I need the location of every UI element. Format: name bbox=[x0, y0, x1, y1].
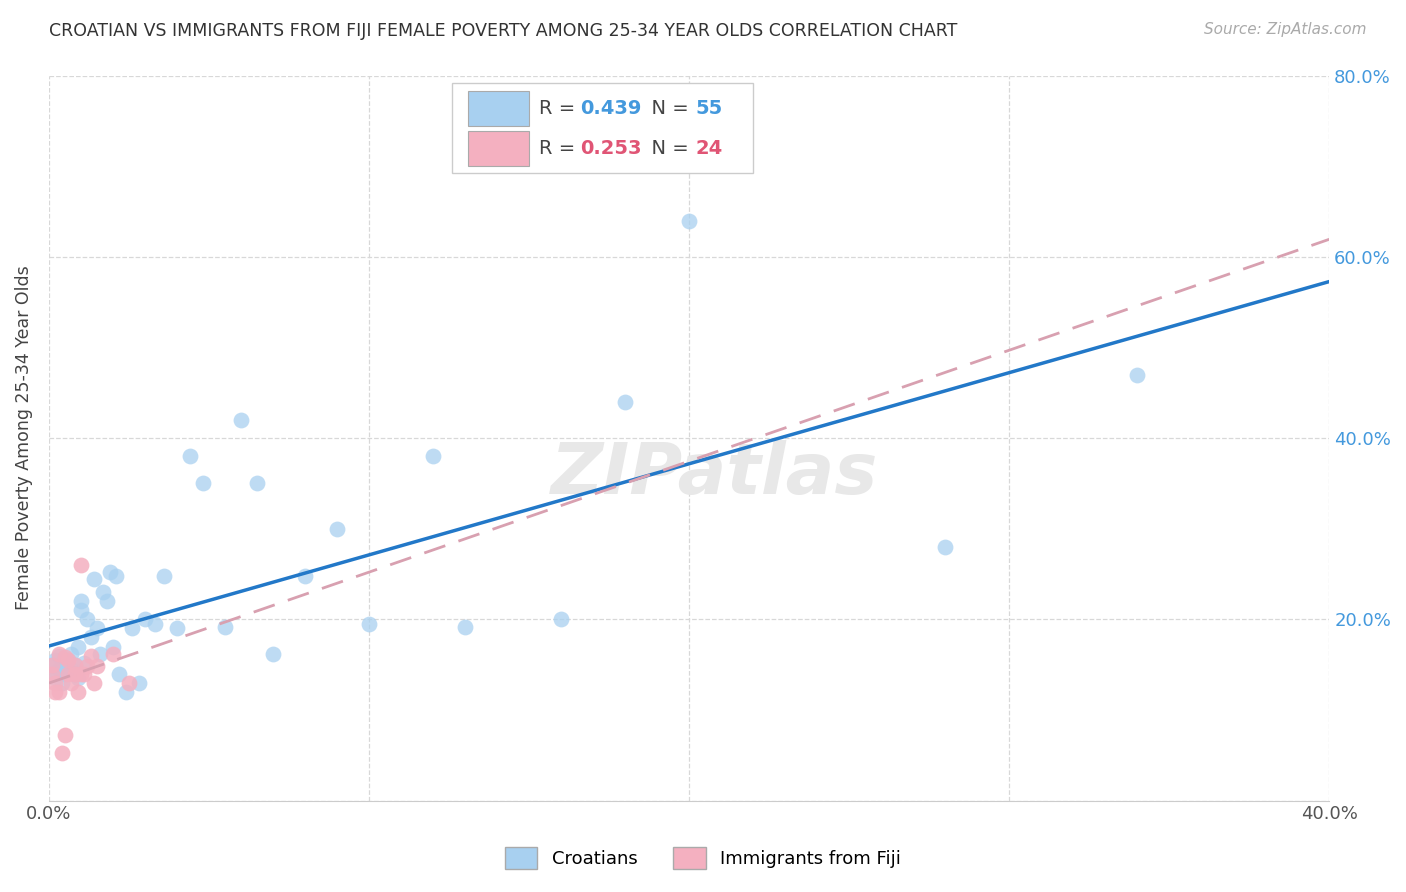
Point bbox=[41, 666, 63, 681]
Point bbox=[41, 657, 63, 672]
Point bbox=[118, 675, 141, 690]
Point bbox=[83, 675, 105, 690]
Point bbox=[41, 657, 63, 672]
Point bbox=[422, 449, 444, 463]
Text: 0.439: 0.439 bbox=[581, 99, 641, 118]
Point bbox=[66, 685, 89, 699]
Point bbox=[44, 685, 66, 699]
Point bbox=[114, 685, 136, 699]
Point bbox=[246, 476, 269, 491]
Point bbox=[121, 621, 143, 635]
Text: R =: R = bbox=[540, 99, 582, 118]
Point bbox=[153, 569, 176, 583]
Point bbox=[51, 747, 73, 761]
Point bbox=[89, 647, 111, 661]
Point bbox=[96, 594, 118, 608]
Point bbox=[51, 662, 73, 676]
Point bbox=[56, 653, 79, 667]
Point bbox=[48, 662, 70, 676]
Point bbox=[86, 621, 108, 635]
Text: CROATIAN VS IMMIGRANTS FROM FIJI FEMALE POVERTY AMONG 25-34 YEAR OLDS CORRELATIO: CROATIAN VS IMMIGRANTS FROM FIJI FEMALE … bbox=[49, 22, 957, 40]
Legend: Croatians, Immigrants from Fiji: Croatians, Immigrants from Fiji bbox=[498, 839, 908, 876]
Point bbox=[614, 394, 637, 409]
Point bbox=[56, 662, 79, 676]
Point bbox=[70, 666, 93, 681]
Text: 0.253: 0.253 bbox=[581, 139, 641, 158]
FancyBboxPatch shape bbox=[468, 91, 529, 126]
Point bbox=[56, 653, 79, 667]
Text: 24: 24 bbox=[696, 139, 723, 158]
Point bbox=[53, 650, 76, 665]
Text: N =: N = bbox=[640, 139, 695, 158]
Point bbox=[179, 449, 201, 463]
Point bbox=[73, 656, 96, 670]
Point bbox=[134, 612, 156, 626]
Point bbox=[41, 666, 63, 681]
Point bbox=[214, 619, 236, 633]
Point bbox=[101, 647, 124, 661]
Point bbox=[229, 413, 252, 427]
FancyBboxPatch shape bbox=[453, 83, 754, 173]
Point bbox=[48, 648, 70, 663]
Point bbox=[60, 662, 83, 676]
Point bbox=[86, 659, 108, 673]
Point bbox=[98, 565, 121, 579]
Point bbox=[262, 647, 284, 661]
Point bbox=[53, 657, 76, 672]
Point bbox=[48, 647, 70, 661]
Point bbox=[63, 666, 86, 681]
Point bbox=[51, 675, 73, 690]
Point bbox=[191, 476, 214, 491]
Point bbox=[166, 621, 188, 635]
Point bbox=[143, 616, 166, 631]
Point bbox=[550, 612, 572, 626]
Point bbox=[73, 666, 96, 681]
Point bbox=[53, 728, 76, 742]
Point bbox=[63, 657, 86, 672]
Text: 55: 55 bbox=[696, 99, 723, 118]
Point bbox=[105, 569, 128, 583]
Point bbox=[108, 666, 131, 681]
Point bbox=[63, 657, 86, 672]
Point bbox=[44, 653, 66, 667]
Point bbox=[66, 640, 89, 654]
Point bbox=[454, 619, 477, 633]
Text: ZIPatlas: ZIPatlas bbox=[551, 440, 879, 508]
Point bbox=[56, 666, 79, 681]
Point bbox=[934, 540, 956, 554]
Point bbox=[79, 631, 101, 645]
Text: R =: R = bbox=[540, 139, 582, 158]
Text: Source: ZipAtlas.com: Source: ZipAtlas.com bbox=[1204, 22, 1367, 37]
Point bbox=[76, 659, 98, 673]
Point bbox=[678, 213, 700, 227]
Point bbox=[79, 648, 101, 663]
Point bbox=[70, 594, 93, 608]
Point bbox=[60, 647, 83, 661]
Point bbox=[128, 675, 150, 690]
FancyBboxPatch shape bbox=[468, 131, 529, 166]
Point bbox=[44, 675, 66, 690]
Point bbox=[70, 603, 93, 617]
Point bbox=[1126, 368, 1149, 382]
Point bbox=[93, 585, 115, 599]
Point bbox=[44, 671, 66, 685]
Text: N =: N = bbox=[640, 99, 695, 118]
Point bbox=[53, 666, 76, 681]
Point bbox=[76, 612, 98, 626]
Point bbox=[48, 685, 70, 699]
Point bbox=[63, 666, 86, 681]
Point bbox=[60, 675, 83, 690]
Point bbox=[66, 671, 89, 685]
Y-axis label: Female Poverty Among 25-34 Year Olds: Female Poverty Among 25-34 Year Olds bbox=[15, 266, 32, 610]
Point bbox=[357, 616, 380, 631]
Point bbox=[294, 569, 316, 583]
Point bbox=[83, 572, 105, 586]
Point bbox=[101, 640, 124, 654]
Point bbox=[70, 558, 93, 572]
Point bbox=[326, 522, 349, 536]
